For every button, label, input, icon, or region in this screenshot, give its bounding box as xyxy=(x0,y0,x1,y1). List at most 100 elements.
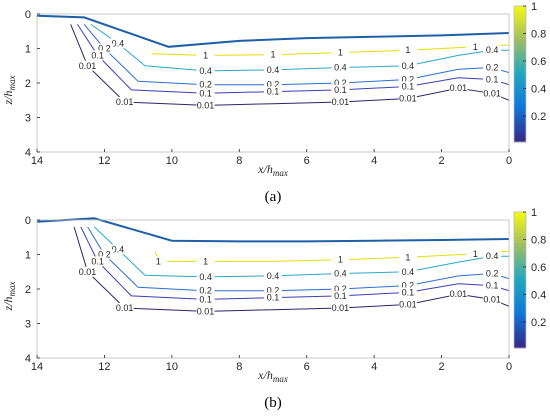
colorbar-segment xyxy=(514,77,526,82)
colorbar-segment xyxy=(514,114,526,119)
contour-label-bg xyxy=(196,88,215,99)
contour-label-bg xyxy=(466,248,485,259)
colorbar-segment xyxy=(514,232,526,237)
contour-label: 0.4 xyxy=(402,267,415,277)
contour-label-bg xyxy=(264,49,282,60)
y-tick-label: 3 xyxy=(25,113,31,125)
contour-label-bg xyxy=(88,256,107,267)
x-axis-label-sub: max xyxy=(273,374,288,384)
panel-caption: (b) xyxy=(264,395,282,411)
contour-label-bg xyxy=(398,45,417,56)
colorbar-segment xyxy=(514,259,526,264)
contour-label-bg xyxy=(264,64,282,75)
contour-label-bg xyxy=(196,65,215,76)
free-surface-line xyxy=(36,14,510,48)
contour-label: 0.4 xyxy=(199,272,212,282)
contour-label-bg xyxy=(264,79,282,90)
colorbar-segment xyxy=(514,16,526,21)
colorbar-tick-label: 0.6 xyxy=(531,262,546,274)
x-tick-label: 10 xyxy=(166,155,178,167)
x-tick-label: 4 xyxy=(371,155,377,167)
colorbar-segment xyxy=(514,249,526,254)
y-tick-label: 3 xyxy=(25,319,31,331)
colorbar-segment xyxy=(514,84,526,89)
colorbar-segment xyxy=(514,222,526,227)
contour-label: 0.01 xyxy=(197,100,215,110)
contour-label: 0.2 xyxy=(402,75,415,85)
contour-label-bg xyxy=(196,271,215,282)
colorbar-segment xyxy=(514,320,526,325)
colorbar-segment xyxy=(514,310,526,315)
contour-label: 1 xyxy=(405,252,410,262)
x-tick-label: 8 xyxy=(236,155,242,167)
x-tick-label: 0 xyxy=(506,155,512,167)
colorbar-tick-label: 0.8 xyxy=(531,28,546,40)
colorbar-segment xyxy=(514,341,526,346)
colorbar-segment xyxy=(514,300,526,305)
colorbar-segment xyxy=(514,293,526,298)
y-tick-label: 1 xyxy=(25,44,31,56)
x-tick-label: 10 xyxy=(166,361,178,373)
contour-label: 1 xyxy=(405,45,410,55)
y-axis-label-sub: max xyxy=(7,281,17,296)
colorbar-segment xyxy=(514,118,526,123)
panel-b: 1 1 1 1 10.40.4 0.4 0.4 0.40.40.20.2 0.2 0.2 0.20.… xyxy=(1,207,546,411)
contour-label-bg xyxy=(78,60,97,71)
contour-label: 0.2 xyxy=(402,281,415,291)
x-axis-label-sub: max xyxy=(273,168,288,178)
colorbar-segment xyxy=(514,212,526,216)
colorbar-segment xyxy=(514,128,526,133)
contour-label-bg xyxy=(95,249,114,260)
x-tick-label: 2 xyxy=(439,155,445,167)
colorbar-segment xyxy=(514,104,526,109)
colorbar-segment xyxy=(514,43,526,48)
contour-label-bg xyxy=(483,45,502,56)
colorbar-segment xyxy=(514,108,526,112)
contour-line-0.01 xyxy=(70,24,510,106)
colorbar-segment xyxy=(514,6,526,10)
contour-line-0.2 xyxy=(83,24,510,86)
colorbar-segment xyxy=(514,23,526,27)
x-axis-label-main: x/h xyxy=(257,162,273,176)
contour-label-bg xyxy=(264,285,282,296)
y-tick-label: 0 xyxy=(25,9,31,21)
contour-label: 0.01 xyxy=(116,303,134,313)
contour-label-bg xyxy=(449,289,468,300)
contour-label: 0.2 xyxy=(486,268,499,278)
contour-label: 1 xyxy=(473,42,478,52)
x-axis-label: x/hmax xyxy=(257,162,288,178)
contour-label-bg xyxy=(398,74,417,85)
colorbar-segment xyxy=(514,135,526,140)
contour-label: 0.01 xyxy=(79,61,97,71)
contour-label-bg xyxy=(483,88,502,99)
contour-label: 0.01 xyxy=(450,83,468,93)
x-tick-label: 6 xyxy=(304,155,310,167)
contour-label: 0.01 xyxy=(483,88,501,98)
colorbar-tick-label: 0.4 xyxy=(531,289,546,301)
contour-label-bg xyxy=(398,266,417,277)
contour-label-bg xyxy=(483,62,502,73)
colorbar-segment xyxy=(514,57,526,61)
colorbar-segment xyxy=(514,70,526,75)
contour-label: 0.4 xyxy=(112,38,125,48)
contour-label: 0.01 xyxy=(116,97,134,107)
contour-line-0.4 xyxy=(93,226,509,278)
contour-label-bg xyxy=(398,81,417,92)
contour-label-bg xyxy=(264,292,282,303)
contour-label: 0.2 xyxy=(267,80,280,90)
y-axis-label: z/hmax xyxy=(1,281,17,311)
contour-label-bg xyxy=(398,252,417,263)
contour-label: 0.4 xyxy=(334,62,347,72)
colorbar-segment xyxy=(514,94,526,99)
contour-label: 1 xyxy=(338,255,343,265)
contour-label-bg xyxy=(466,41,485,52)
contour-label: 0.2 xyxy=(98,44,111,54)
contour-label-bg xyxy=(115,96,134,107)
colorbar-segment xyxy=(514,111,526,116)
y-tick-label: 1 xyxy=(25,250,31,262)
colorbar-tick-label: 0.4 xyxy=(531,83,546,95)
contour-label-bg xyxy=(196,306,215,317)
contour-label: 0.2 xyxy=(199,286,212,296)
colorbar-segment xyxy=(514,12,526,17)
